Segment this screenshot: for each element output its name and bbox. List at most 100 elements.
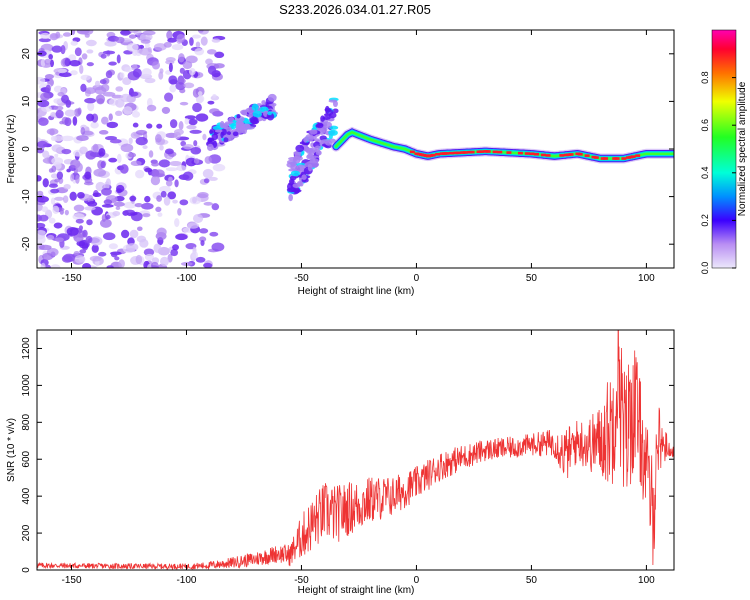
heatmap-cell xyxy=(199,236,207,242)
heatmap-cell xyxy=(70,40,78,46)
heatmap-cell xyxy=(61,135,74,142)
heatmap-cell xyxy=(144,167,153,173)
heatmap-cell xyxy=(86,113,95,122)
ridge-peak xyxy=(497,150,503,154)
heatmap-cell xyxy=(165,179,173,187)
heatmap-cell xyxy=(329,125,339,130)
heatmap-cell xyxy=(131,111,141,118)
heatmap-cell xyxy=(267,111,273,116)
heatmap-cell xyxy=(164,92,174,102)
ridge-peak xyxy=(577,152,583,156)
heatmap-cell xyxy=(51,144,63,153)
heatmap-cell xyxy=(153,43,167,51)
heatmap-cell xyxy=(46,234,55,241)
heatmap-cell xyxy=(116,54,121,64)
heatmap-cell xyxy=(93,168,107,177)
heatmap-cell xyxy=(219,120,225,129)
heatmap-cell xyxy=(129,91,139,97)
heatmap-cell xyxy=(206,49,217,55)
heatmap-cell xyxy=(142,145,148,150)
heatmap-cell xyxy=(143,248,155,256)
colorbar-label: Normalized spectral amplitude xyxy=(737,81,748,216)
heatmap-cell xyxy=(115,36,125,44)
heatmap-cell xyxy=(209,108,220,115)
ridge-peak xyxy=(584,154,590,157)
heatmap-cell xyxy=(141,202,154,210)
heatmap-cell xyxy=(68,54,77,62)
heatmap-cell xyxy=(148,150,154,158)
heatmap-cell xyxy=(82,263,92,268)
ridge-peak xyxy=(517,151,523,155)
heatmap-cell xyxy=(40,92,50,101)
heatmap-cell xyxy=(164,148,174,155)
heatmap-cell xyxy=(100,160,106,169)
heatmap-cell xyxy=(81,53,88,60)
heatmap-cell xyxy=(129,229,139,239)
heatmap-cell xyxy=(87,101,95,112)
y-tick-label: -10 xyxy=(21,189,32,204)
y-tick-label: 1000 xyxy=(21,374,32,397)
ridge-peak xyxy=(462,151,468,154)
heatmap-cell xyxy=(146,123,153,129)
heatmap-cell xyxy=(158,159,171,168)
y-tick-label: 1200 xyxy=(21,337,32,360)
heatmap-cell xyxy=(139,47,153,56)
heatmap-cell xyxy=(304,147,314,153)
heatmap-cell xyxy=(72,116,78,126)
x-tick-label: -50 xyxy=(294,575,309,586)
heatmap-cell xyxy=(48,217,56,224)
heatmap-cell xyxy=(124,66,132,73)
heatmap-cell xyxy=(42,178,49,188)
heatmap-cell xyxy=(57,68,68,74)
heatmap-cell xyxy=(267,93,277,102)
x-tick-label: -100 xyxy=(176,273,196,284)
heatmap-cell xyxy=(69,191,77,201)
heatmap-cell xyxy=(116,188,122,194)
heatmap-cell xyxy=(190,146,202,155)
heatmap-cell xyxy=(183,82,195,89)
heatmap-cell xyxy=(53,98,63,104)
heatmap-cell xyxy=(75,174,80,184)
heatmap-cell xyxy=(171,43,184,51)
heatmap-cell xyxy=(175,233,188,241)
heatmap-cell xyxy=(288,157,298,161)
x-tick-label: 50 xyxy=(526,575,538,586)
ridge-peak xyxy=(529,152,535,156)
heatmap-cell xyxy=(212,140,218,148)
heatmap-cell xyxy=(77,107,82,115)
heatmap-cell xyxy=(37,190,44,196)
heatmap-cell xyxy=(328,112,337,119)
heatmap-cell xyxy=(286,162,296,168)
heatmap-cell xyxy=(113,201,125,207)
heatmap-cell xyxy=(62,195,69,204)
ridge-peak xyxy=(444,152,450,155)
heatmap-cell xyxy=(38,38,51,43)
heatmap-cell xyxy=(295,144,305,153)
heatmap-cell xyxy=(307,135,317,140)
heatmap-cell xyxy=(130,160,142,167)
heatmap-cell xyxy=(178,121,184,131)
colorbar-tick-label: 0.0 xyxy=(700,262,710,275)
heatmap-cell xyxy=(52,205,60,214)
heatmap-cell xyxy=(114,256,120,261)
heatmap-cell xyxy=(245,126,255,130)
heatmap-cell xyxy=(121,229,130,239)
heatmap-cell xyxy=(44,74,54,80)
snr-series-line xyxy=(37,330,674,570)
heatmap-cell xyxy=(101,116,109,125)
heatmap-cell xyxy=(100,53,107,59)
heatmap-cell xyxy=(104,181,110,190)
heatmap-cell xyxy=(209,231,219,237)
heatmap-cell xyxy=(174,131,181,140)
ridge-peak xyxy=(469,150,475,154)
heatmap-cell xyxy=(232,131,239,137)
heatmap-cell xyxy=(157,212,163,217)
heatmap-cell xyxy=(182,60,193,70)
heatmap-cell xyxy=(167,37,177,43)
heatmap-cell xyxy=(37,195,49,203)
heatmap-cell xyxy=(220,128,227,136)
heatmap-cell xyxy=(37,203,44,212)
heatmap-cell xyxy=(129,30,139,33)
heatmap-cell xyxy=(84,206,96,211)
ridge-peak xyxy=(435,152,441,156)
